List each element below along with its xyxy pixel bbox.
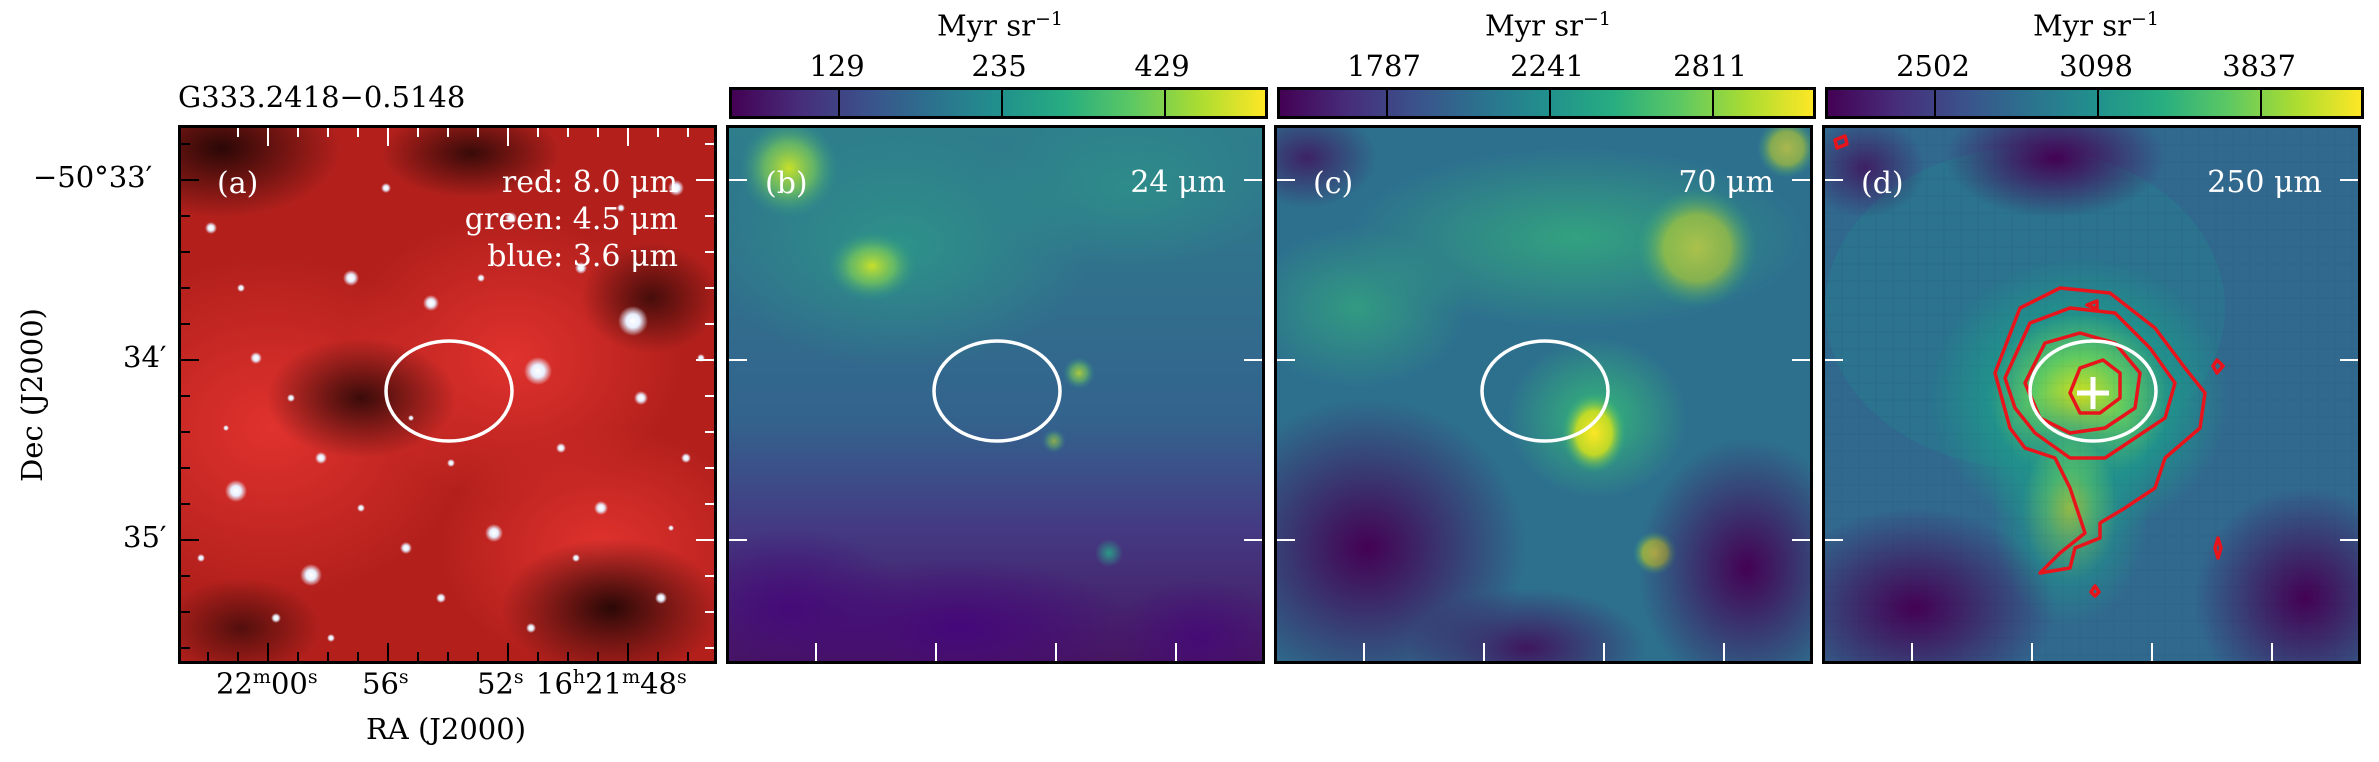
colorbar-250um xyxy=(1825,87,2364,119)
panel-a-right-ticks xyxy=(237,128,714,649)
colorbar-tick: 3098 xyxy=(2059,49,2133,83)
panel-a-irac-rgb: (a) red: 8.0 μm green: 4.5 μm blue: 3.6 … xyxy=(178,125,717,664)
ra-tick-label: 22m00s xyxy=(216,666,318,701)
colorbar-tick: 3837 xyxy=(2222,49,2296,83)
colorbar-tick: 2502 xyxy=(1896,49,1970,83)
contours-250um xyxy=(1833,134,2225,598)
panel-a-ticks xyxy=(181,143,689,661)
panel-c-image xyxy=(1277,128,1810,661)
source-name: G333.2418−0.5148 xyxy=(178,80,466,114)
colorbar-unit-250um: Myr sr−1 xyxy=(2033,8,2159,43)
dec-tick-label: 34′ xyxy=(123,340,167,374)
colorbar-tick: 429 xyxy=(1134,49,1190,83)
colorbar-tick: 1787 xyxy=(1347,49,1421,83)
panel-label-a: (a) xyxy=(217,166,259,201)
colorbar-70um xyxy=(1277,87,1816,119)
panel-c-70um: (c) 70 μm xyxy=(1274,125,1813,664)
panel-c-wavelength: 70 μm xyxy=(1678,165,1774,200)
colorbar-tick: 235 xyxy=(971,49,1027,83)
ra-tick-label: 16h21m48s xyxy=(536,666,687,701)
panel-a-band-legend: red: 8.0 μm green: 4.5 μm blue: 3.6 μm xyxy=(464,165,678,274)
dec-tick-label: 35′ xyxy=(123,520,167,554)
panels-bcd-ticks xyxy=(729,179,2358,661)
panel-label-d: (d) xyxy=(1861,166,1904,201)
panel-b-image xyxy=(729,128,1262,661)
panel-d-wavelength: 250 μm xyxy=(2207,165,2322,200)
ra-tick-label: 52s xyxy=(477,666,524,701)
colorbar-24um xyxy=(729,87,1268,119)
colorbar-unit-70um: Myr sr−1 xyxy=(1485,8,1611,43)
panel-a-image xyxy=(181,128,714,661)
colorbar-tick: 2241 xyxy=(1510,49,1584,83)
peak-cross-marker xyxy=(2077,377,2109,409)
colorbar-tick: 129 xyxy=(809,49,865,83)
panel-label-c: (c) xyxy=(1313,166,1354,201)
y-axis-label: Dec (J2000) xyxy=(15,308,49,482)
dec-tick-label: −50°33′ xyxy=(33,160,153,194)
colorbar-tick: 2811 xyxy=(1673,49,1747,83)
panel-b-24um: (b) 24 μm xyxy=(726,125,1265,664)
colorbar-unit-24um: Myr sr−1 xyxy=(937,8,1063,43)
panel-d-image xyxy=(1825,128,2358,661)
ra-tick-label: 56s xyxy=(362,666,409,701)
panel-label-b: (b) xyxy=(765,166,808,201)
panel-d-250um: (d) 250 μm xyxy=(1822,125,2361,664)
x-axis-label: RA (J2000) xyxy=(365,712,527,746)
panel-b-wavelength: 24 μm xyxy=(1130,165,1226,200)
